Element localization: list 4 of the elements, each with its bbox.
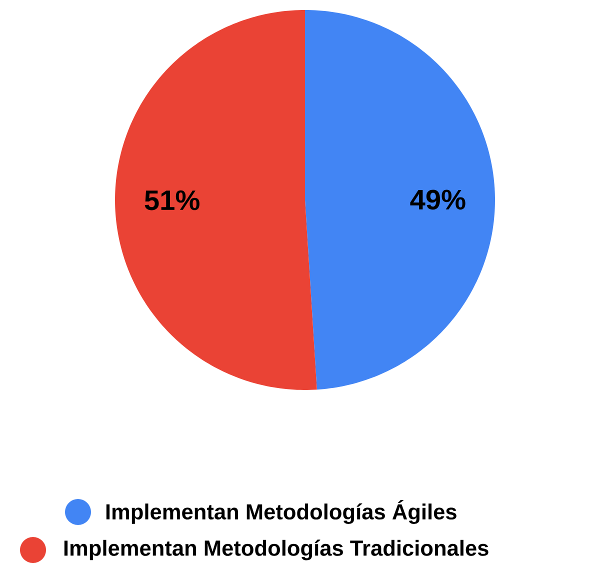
data-label: 51% [144,190,200,210]
legend-label: Implementan Metodologías Tradicionales [64,540,488,560]
data-label: 49% [410,190,466,210]
legend-label: Implementan Metodologías Ágiles [106,500,456,524]
